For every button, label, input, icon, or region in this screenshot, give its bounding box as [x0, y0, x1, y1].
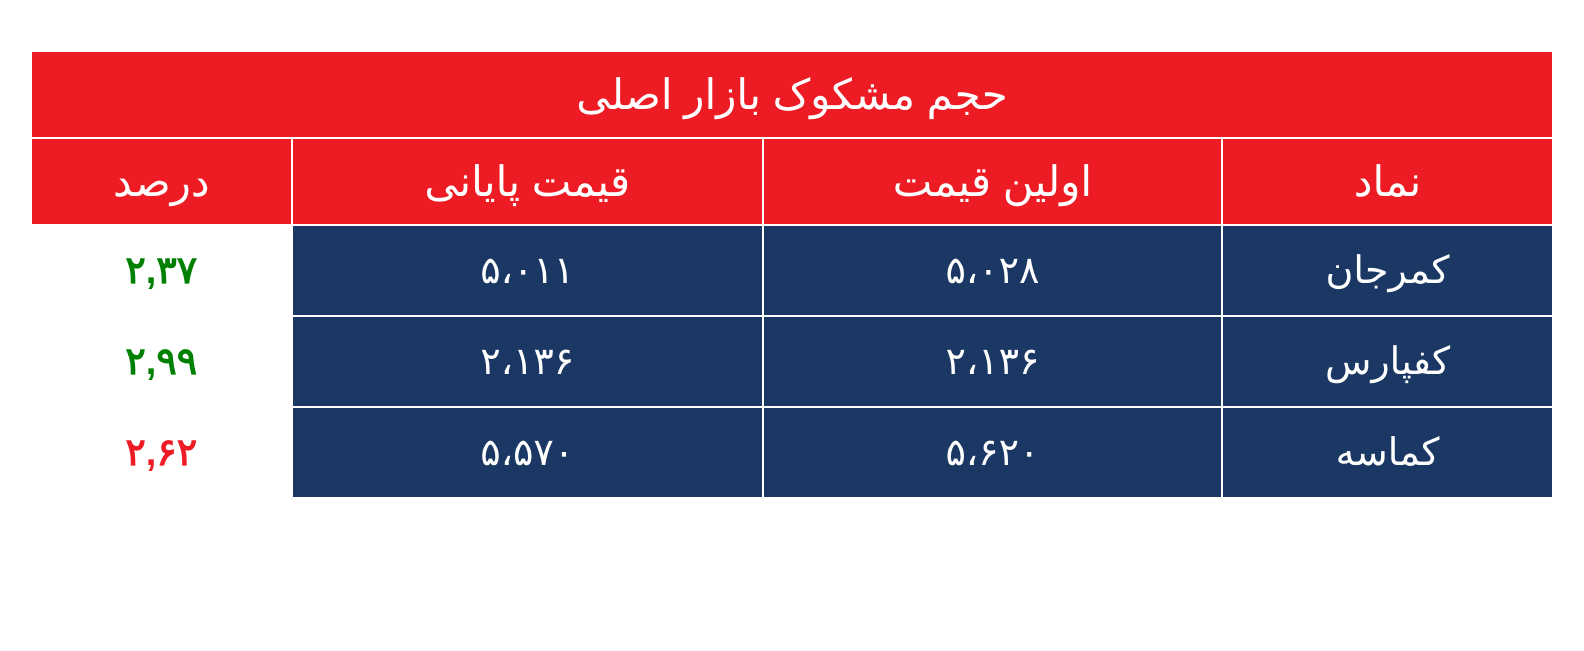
header-first-price: اولین قیمت: [763, 138, 1222, 225]
cell-first-price: ۵،۶۲۰: [763, 407, 1222, 498]
header-percent: درصد: [31, 138, 292, 225]
table-row: کماسه ۵،۶۲۰ ۵،۵۷۰ ۲,۶۲: [31, 407, 1553, 498]
cell-percent: ۲,۳۷: [31, 225, 292, 316]
cell-percent: ۲,۶۲: [31, 407, 292, 498]
cell-last-price: ۲،۱۳۶: [292, 316, 763, 407]
header-last-price: قیمت پایانی: [292, 138, 763, 225]
header-row: نماد اولین قیمت قیمت پایانی درصد: [31, 138, 1553, 225]
cell-first-price: ۵،۰۲۸: [763, 225, 1222, 316]
cell-last-price: ۵،۰۱۱: [292, 225, 763, 316]
cell-first-price: ۲،۱۳۶: [763, 316, 1222, 407]
table-title: حجم مشکوک بازار اصلی: [31, 51, 1553, 138]
cell-symbol: کمرجان: [1222, 225, 1553, 316]
cell-last-price: ۵،۵۷۰: [292, 407, 763, 498]
header-symbol: نماد: [1222, 138, 1553, 225]
cell-symbol: کفپارس: [1222, 316, 1553, 407]
table-row: کفپارس ۲،۱۳۶ ۲،۱۳۶ ۲,۹۹: [31, 316, 1553, 407]
cell-symbol: کماسه: [1222, 407, 1553, 498]
title-row: حجم مشکوک بازار اصلی: [31, 51, 1553, 138]
table-row: کمرجان ۵،۰۲۸ ۵،۰۱۱ ۲,۳۷: [31, 225, 1553, 316]
market-volume-table: حجم مشکوک بازار اصلی نماد اولین قیمت قیم…: [30, 50, 1554, 499]
cell-percent: ۲,۹۹: [31, 316, 292, 407]
